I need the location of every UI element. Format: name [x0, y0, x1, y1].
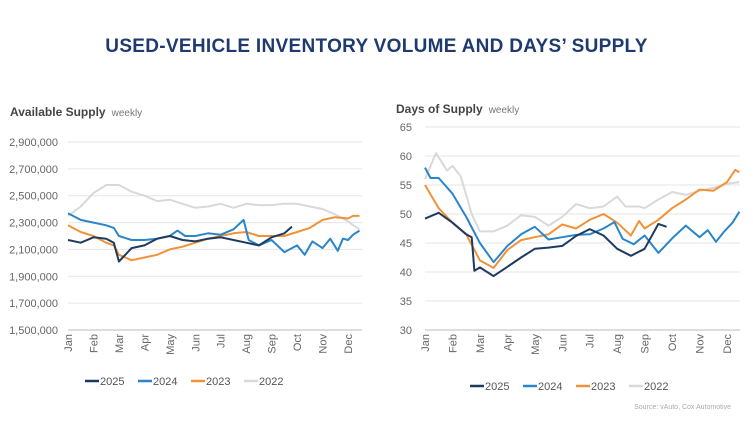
available-supply-title: Available Supply weekly — [10, 105, 142, 119]
x-tick-label: Dec — [343, 334, 355, 354]
x-tick-label: Apr — [502, 334, 514, 351]
chart-subtitle: weekly — [111, 108, 143, 119]
legend-label-2024: 2024 — [153, 376, 177, 388]
x-tick-label: Mar — [114, 334, 126, 353]
y-tick-label: 50 — [400, 209, 412, 221]
legend-label-2025: 2025 — [100, 376, 124, 388]
legend-label-2025: 2025 — [485, 381, 509, 393]
series-line-2024 — [67, 212, 361, 256]
page-title: USED-VEHICLE INVENTORY VOLUME AND DAYS’ … — [105, 36, 648, 57]
y-tick-label: 1,900,000 — [9, 271, 58, 283]
series-line-2025 — [424, 211, 667, 278]
x-tick-label: May — [165, 334, 177, 355]
chart-title: Available Supply — [10, 105, 106, 119]
x-tick-label: Apr — [139, 334, 151, 351]
x-tick-label: Nov — [318, 334, 330, 354]
x-tick-label: Nov — [695, 334, 707, 354]
chart-subtitle: weekly — [488, 105, 520, 116]
chart-title: Days of Supply — [396, 102, 483, 116]
legend-label-2022: 2022 — [644, 381, 668, 393]
y-tick-label: 2,900,000 — [9, 137, 58, 149]
y-tick-label: 2,100,000 — [9, 244, 58, 256]
x-tick-label: Jul — [216, 334, 228, 348]
legend-label-2023: 2023 — [206, 376, 230, 388]
legend-label-2023: 2023 — [591, 381, 615, 393]
x-tick-label: Oct — [292, 334, 304, 351]
x-tick-label: Jul — [585, 334, 597, 348]
y-tick-label: 1,700,000 — [9, 298, 58, 310]
series-line-2023 — [424, 168, 740, 269]
y-tick-label: 30 — [400, 325, 412, 337]
y-tick-label: 35 — [400, 296, 412, 308]
x-tick-label: Aug — [612, 334, 624, 354]
x-tick-label: Sep — [640, 334, 652, 354]
y-tick-label: 60 — [400, 151, 412, 163]
source-note: Source: vAuto, Cox Automotive — [634, 404, 731, 411]
x-tick-label: Jan — [420, 334, 432, 352]
x-tick-label: Sep — [267, 334, 279, 354]
x-tick-label: Jun — [557, 334, 569, 352]
legend-label-2022: 2022 — [259, 376, 283, 388]
y-tick-label: 55 — [400, 180, 412, 192]
days-supply-title: Days of Supply weekly — [396, 102, 519, 116]
x-tick-label: Jun — [190, 334, 202, 352]
series-line-2022 — [67, 184, 361, 231]
x-tick-label: Feb — [88, 334, 100, 353]
x-tick-label: Feb — [447, 334, 459, 353]
x-tick-label: Aug — [241, 334, 253, 354]
series-line-2022 — [424, 152, 740, 233]
x-tick-label: Oct — [667, 334, 679, 351]
x-tick-label: May — [530, 334, 542, 355]
y-tick-label: 1,500,000 — [9, 325, 58, 337]
y-tick-label: 40 — [400, 267, 412, 279]
y-tick-label: 2,300,000 — [9, 218, 58, 230]
x-tick-label: Mar — [475, 334, 487, 353]
series-line-2025 — [67, 225, 293, 263]
legend-label-2024: 2024 — [538, 381, 562, 393]
y-tick-label: 65 — [400, 122, 412, 134]
x-tick-label: Jan — [63, 334, 75, 352]
y-tick-label: 2,700,000 — [9, 164, 58, 176]
y-tick-label: 2,500,000 — [9, 191, 58, 203]
x-tick-label: Dec — [722, 334, 734, 354]
y-tick-label: 45 — [400, 238, 412, 250]
